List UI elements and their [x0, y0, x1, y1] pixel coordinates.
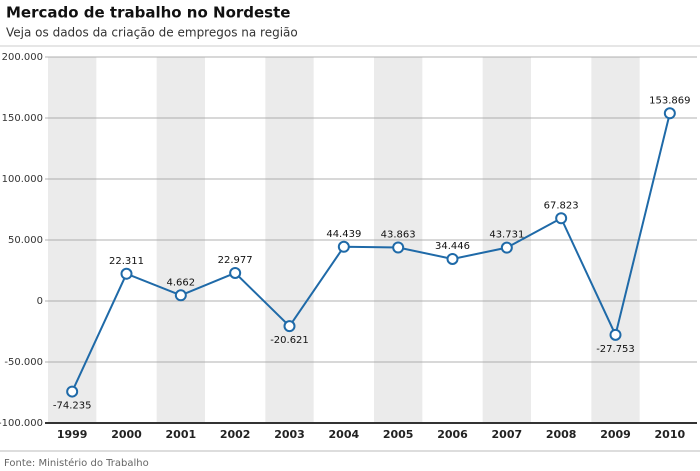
data-point	[555, 212, 568, 225]
data-point	[120, 267, 133, 280]
x-tick-label: 2003	[274, 428, 305, 441]
y-tick-label: 100.000	[2, 174, 43, 185]
data-point	[500, 241, 513, 254]
chart-subtitle: Veja os dados da criação de empregos na …	[6, 26, 298, 40]
y-tick-label: 200.000	[2, 52, 43, 63]
value-label: 43.863	[381, 229, 416, 240]
data-point	[66, 385, 79, 398]
x-tick-label: 2007	[492, 428, 523, 441]
x-tick-label: 2006	[437, 428, 468, 441]
value-label: 67.823	[544, 200, 579, 211]
source: Fonte: Ministério do Trabalho	[4, 457, 149, 469]
data-point	[609, 328, 622, 341]
value-label: 22.311	[109, 256, 144, 267]
y-tick-label: 50.000	[8, 235, 43, 246]
data-point	[446, 252, 459, 265]
x-tick-label: 2001	[166, 428, 197, 441]
value-label: 4.662	[167, 277, 196, 288]
value-label: -20.621	[270, 335, 309, 346]
data-point	[174, 289, 187, 302]
x-tick-label: 1999	[57, 428, 88, 441]
x-tick-label: 2010	[655, 428, 686, 441]
chart-title: Mercado de trabalho no Nordeste	[6, 4, 290, 22]
x-tick-label: 2004	[329, 428, 360, 441]
value-label: 153.869	[649, 95, 690, 106]
value-label: 34.446	[435, 241, 470, 252]
value-label: 44.439	[326, 229, 361, 240]
value-label: -74.235	[53, 401, 92, 412]
value-label: 22.977	[218, 255, 253, 266]
x-tick-label: 2008	[546, 428, 577, 441]
data-point	[392, 241, 405, 254]
data-point	[663, 107, 676, 120]
y-tick-label: -100.000	[0, 418, 43, 429]
y-tick-label: -50.000	[4, 357, 43, 368]
data-point	[283, 320, 296, 333]
data-point	[229, 266, 242, 279]
value-label: -27.753	[596, 344, 635, 355]
data-point	[337, 240, 350, 253]
x-tick-label: 2009	[600, 428, 631, 441]
value-label: 43.731	[489, 230, 524, 241]
data-line	[71, 113, 671, 392]
y-tick-label: 150.000	[2, 113, 43, 124]
x-tick-label: 2005	[383, 428, 414, 441]
y-tick-label: 0	[37, 296, 43, 307]
x-tick-label: 2002	[220, 428, 251, 441]
x-tick-label: 2000	[111, 428, 142, 441]
